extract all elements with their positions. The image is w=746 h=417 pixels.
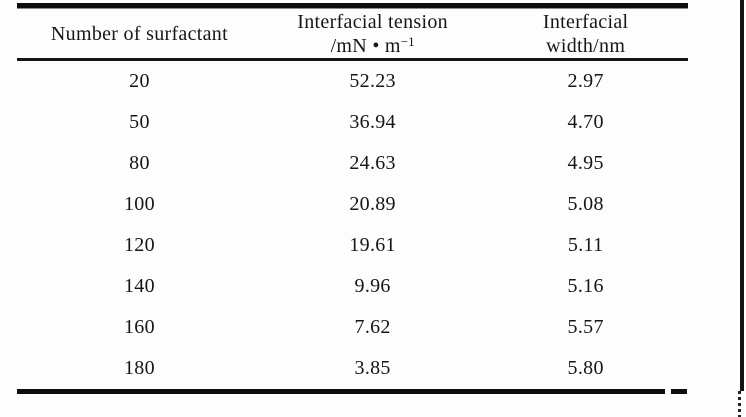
table-header-rule xyxy=(17,58,688,61)
cell-interfacial-width: 4.70 xyxy=(567,111,604,133)
bottom-rule-solid-segment xyxy=(17,389,665,394)
cell-surfactant-count: 100 xyxy=(124,193,155,215)
header-cell-interfacial-tension: Interfacial tension /mN • m−1 xyxy=(262,9,483,58)
header-cell-number-of-surfactant: Number of surfactant xyxy=(17,9,262,58)
cell-interfacial-width: 5.57 xyxy=(567,316,604,338)
bottom-rule-dash-segment xyxy=(671,389,687,394)
cell-interfacial-tension: 7.62 xyxy=(354,316,391,338)
cell-surfactant-count: 180 xyxy=(124,357,155,379)
cell-surfactant-count: 160 xyxy=(124,316,155,338)
table-row: 140 9.96 5.16 xyxy=(17,266,688,307)
cell-surfactant-count: 50 xyxy=(129,111,150,133)
table-row: 160 7.62 5.57 xyxy=(17,307,688,348)
page-edge-line-dashed xyxy=(738,391,741,417)
table-row: 100 20.89 5.08 xyxy=(17,184,688,225)
header-label-number-of-surfactant: Number of surfactant xyxy=(50,22,228,45)
cell-interfacial-width: 5.16 xyxy=(567,275,604,297)
cell-surfactant-count: 80 xyxy=(129,152,150,174)
cell-interfacial-tension: 24.63 xyxy=(349,152,396,174)
table-bottom-rule xyxy=(17,389,688,394)
header-label-interfacial-tension: Interfacial tension xyxy=(297,10,448,33)
cell-interfacial-width: 2.97 xyxy=(567,70,604,92)
header-unit-interfacial-tension: /mN • m−1 xyxy=(330,33,415,57)
cell-surfactant-count: 120 xyxy=(124,234,155,256)
cell-interfacial-width: 5.80 xyxy=(567,357,604,379)
header-unit-interfacial-width: width/nm xyxy=(546,34,626,57)
cell-surfactant-count: 20 xyxy=(129,70,150,92)
cell-interfacial-tension: 19.61 xyxy=(349,234,396,256)
page-edge-line xyxy=(740,0,744,391)
table-row: 50 36.94 4.70 xyxy=(17,102,688,143)
surfactant-data-table: Number of surfactant Interfacial tension… xyxy=(17,3,688,394)
cell-interfacial-width: 5.11 xyxy=(567,234,604,256)
header-cell-interfacial-width: Interfacial width/nm xyxy=(483,9,688,58)
cell-interfacial-width: 5.08 xyxy=(567,193,604,215)
cell-interfacial-tension: 52.23 xyxy=(349,70,396,92)
table-top-rule xyxy=(17,3,688,9)
cell-interfacial-tension: 9.96 xyxy=(354,275,391,297)
table-header-row: Number of surfactant Interfacial tension… xyxy=(17,9,688,58)
table-body: 20 52.23 2.97 50 36.94 4.70 80 24.63 4.9… xyxy=(17,61,688,389)
cell-interfacial-tension: 36.94 xyxy=(349,111,396,133)
table-row: 180 3.85 5.80 xyxy=(17,348,688,389)
table-row: 120 19.61 5.11 xyxy=(17,225,688,266)
cell-surfactant-count: 140 xyxy=(124,275,155,297)
table-row: 20 52.23 2.97 xyxy=(17,61,688,102)
table-row: 80 24.63 4.95 xyxy=(17,143,688,184)
cell-interfacial-tension: 3.85 xyxy=(354,357,391,379)
unit-superscript: −1 xyxy=(400,33,415,49)
cell-interfacial-width: 4.95 xyxy=(567,152,604,174)
header-label-interfacial-width: Interfacial xyxy=(542,10,629,33)
cell-interfacial-tension: 20.89 xyxy=(349,193,396,215)
